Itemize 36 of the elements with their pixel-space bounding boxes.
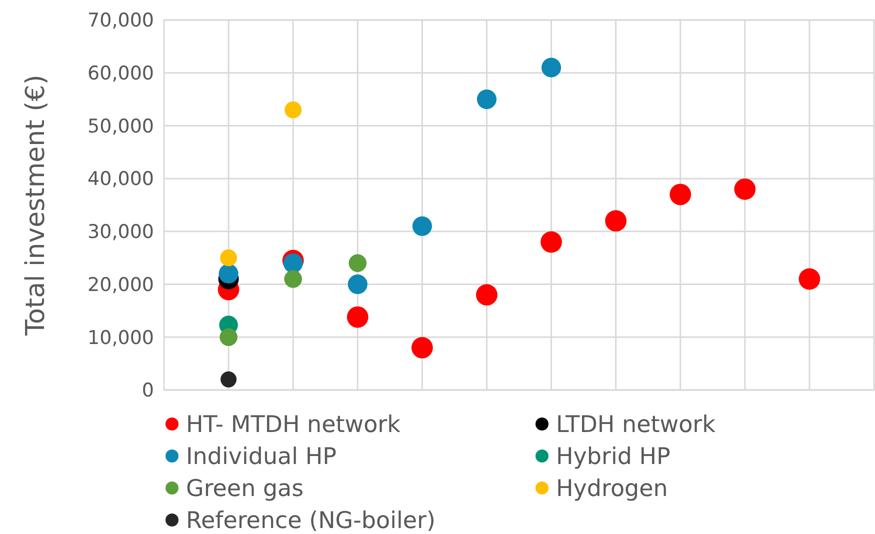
y-tick-label: 10,000	[88, 326, 154, 349]
point	[540, 231, 562, 253]
point	[476, 90, 497, 110]
point	[798, 268, 820, 290]
point	[220, 249, 237, 266]
point	[220, 328, 238, 346]
point	[541, 58, 562, 78]
y-axis-title: Total investment (€)	[21, 74, 51, 336]
y-tick-label: 60,000	[88, 62, 154, 85]
point	[284, 101, 302, 118]
legend-label: HT- MTDH network	[186, 412, 402, 438]
legend-label: Individual HP	[186, 444, 337, 470]
y-tick-label: 50,000	[88, 115, 154, 138]
point	[284, 270, 302, 288]
point	[218, 264, 238, 284]
y-tick-label: 30,000	[88, 221, 154, 244]
legend-label: Hydrogen	[556, 476, 668, 502]
y-tick-label: 40,000	[88, 168, 154, 190]
point	[220, 371, 237, 388]
y-tick-label: 0	[142, 380, 154, 402]
y-tick-label: 70,000	[88, 10, 154, 32]
point	[283, 253, 303, 273]
point	[605, 210, 627, 232]
point	[476, 284, 498, 306]
y-tick-label: 20,000	[88, 274, 154, 296]
point	[348, 254, 367, 272]
point	[348, 274, 368, 294]
legend-label: Green gas	[186, 476, 304, 502]
point	[412, 216, 432, 236]
legend-label: Hybrid HP	[556, 444, 671, 470]
point	[670, 184, 692, 206]
legend-label: Reference (NG-boiler)	[186, 508, 436, 534]
point	[346, 306, 368, 328]
legend-label: LTDH network	[556, 412, 716, 438]
point	[411, 337, 433, 358]
point	[734, 178, 756, 200]
